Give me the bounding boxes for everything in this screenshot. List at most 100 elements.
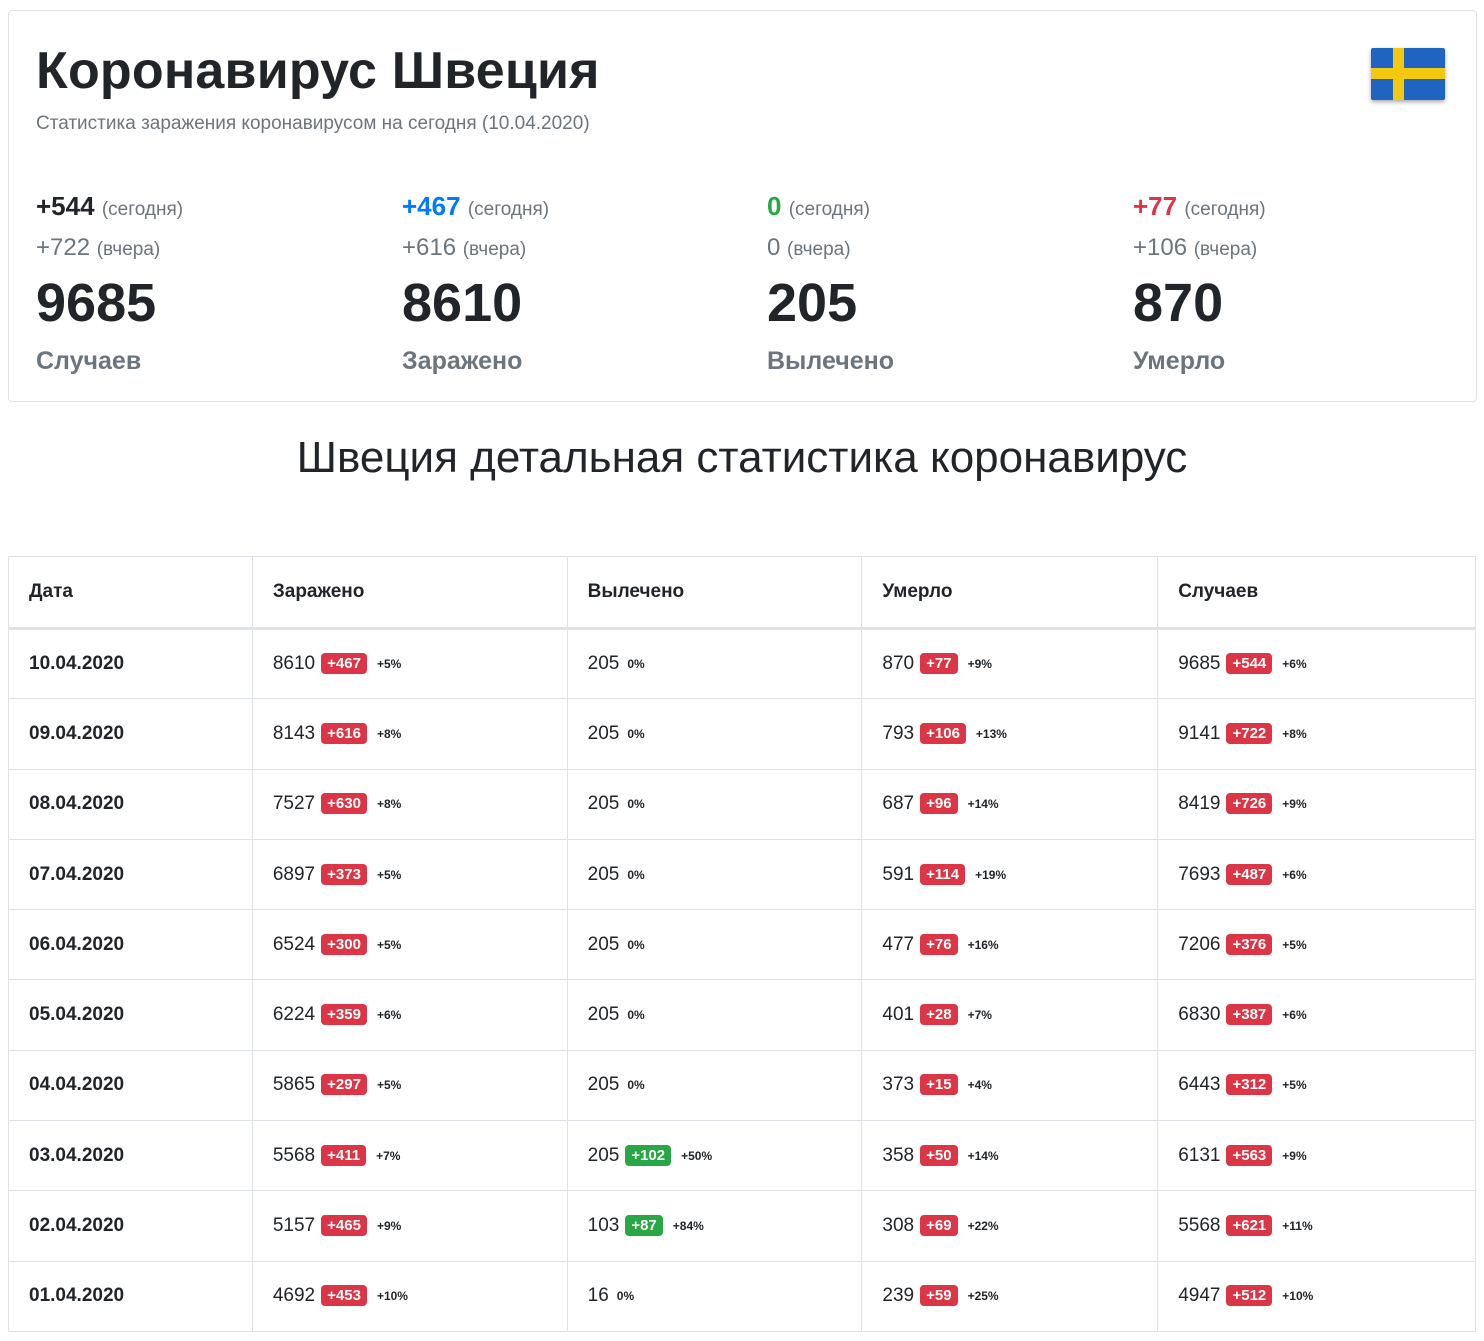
cell-value: 205: [587, 933, 620, 955]
cell-value: 205: [587, 1004, 620, 1026]
cell-value: 687: [882, 793, 915, 815]
stat-infected: +467 (сегодня) +616 (вчера) 8610 Заражен…: [402, 189, 762, 376]
cell-value: 6224: [272, 1004, 316, 1026]
cell-cases: 9141 +722 +8%: [1157, 698, 1476, 770]
table-row: 03.04.2020 5568 +411 +7% 205 +102 +50% 358 +50 +1…: [8, 1120, 1476, 1192]
delta-badge: +722: [1226, 722, 1273, 744]
stat-label: Заражено: [402, 347, 523, 375]
delta-badge: +359: [321, 1004, 367, 1026]
cell-cases: 7206 +376 +5%: [1157, 909, 1476, 981]
delta-badge: +15: [920, 1074, 958, 1096]
delta-badge: +544: [1226, 653, 1273, 675]
table-row: 10.04.2020 8610 +467 +5% 205 0% 870 +77 +9% 9685 +…: [8, 627, 1476, 700]
stat-cases: +544 (сегодня) +722 (вчера) 9685 Случаев: [36, 189, 396, 376]
percent-change: +4%: [967, 1078, 992, 1093]
cell-infected: 6524 +300 +5%: [251, 909, 568, 981]
stat-total: 9685: [36, 273, 157, 333]
percent-change: +8%: [376, 726, 402, 741]
cell-recovered: 103 +87 +84%: [566, 1190, 863, 1262]
sweden-flag-icon: [1371, 48, 1445, 100]
stat-today-label: (сегодня): [467, 199, 550, 220]
stat-yesterday-label: (вчера): [787, 239, 851, 260]
cell-value: 373: [882, 1074, 915, 1096]
cell-value: 16: [587, 1285, 609, 1307]
percent-change: +8%: [1282, 726, 1307, 741]
section-title: Швеция детальная статистика коронавирус: [296, 433, 1188, 482]
stat-today-label: (сегодня): [1184, 199, 1266, 220]
stat-died: +77 (сегодня) +106 (вчера) 870 Умерло: [1133, 189, 1484, 376]
stat-yesterday-value: +106: [1133, 234, 1188, 261]
col-header-died: Умерло: [861, 556, 1159, 630]
percent-change: +7%: [967, 1008, 992, 1023]
col-header-date: Дата: [8, 556, 253, 630]
percent-change: +19%: [975, 867, 1007, 882]
percent-change: +7%: [376, 1148, 401, 1163]
cell-infected: 7527 +630 +8%: [251, 768, 568, 840]
table-row: 06.04.2020 6524 +300 +5% 205 0% 477 +76 +16% 7206…: [8, 909, 1476, 981]
percent-change: +13%: [975, 726, 1007, 741]
delta-badge: +616: [321, 722, 367, 744]
cell-died: 308 +69 +22%: [861, 1190, 1159, 1262]
cell-died: 358 +50 +14%: [861, 1120, 1159, 1192]
percent-change: +16%: [967, 937, 999, 952]
cell-infected: 8143 +616 +8%: [251, 698, 568, 770]
cell-died: 870 +77 +9%: [861, 627, 1159, 700]
cell-died: 687 +96 +14%: [861, 768, 1159, 840]
col-header-recovered: Вылечено: [566, 556, 863, 630]
stat-today-label: (сегодня): [788, 199, 870, 220]
cell-value: 6830: [1178, 1004, 1221, 1026]
cell-recovered: 205 0%: [566, 838, 863, 911]
stat-today-value: +467: [402, 191, 461, 221]
page-title: Коронавирус Швеция: [36, 42, 600, 100]
cell-value: 205: [587, 653, 620, 675]
stat-total: 205: [767, 273, 858, 333]
delta-badge: +50: [920, 1144, 958, 1166]
delta-badge: +453: [321, 1285, 367, 1307]
table-row: 04.04.2020 5865 +297 +5% 205 0% 373 +15 +4% 6443 +…: [8, 1049, 1476, 1122]
stat-today-value: 0: [767, 191, 782, 221]
percent-change: +25%: [967, 1289, 999, 1304]
percent-change: +5%: [376, 867, 402, 882]
cell-value: 8610: [272, 653, 316, 675]
cell-value: 205: [587, 1144, 620, 1166]
percent-change: +22%: [967, 1219, 999, 1234]
cell-value: 9141: [1178, 722, 1221, 744]
stat-yesterday-value: 0: [767, 234, 781, 261]
table-row: 09.04.2020 8143 +616 +8% 205 0% 793 +106 +13% 914…: [8, 698, 1476, 770]
cell-died: 477 +76 +16%: [861, 909, 1159, 981]
cell-value: 6443: [1178, 1074, 1221, 1096]
cell-value: 239: [882, 1285, 915, 1307]
cell-date: 08.04.2020: [8, 768, 253, 840]
cell-value: 4692: [272, 1285, 316, 1307]
cell-infected: 6224 +359 +6%: [251, 979, 568, 1051]
cell-value: 8143: [272, 722, 316, 744]
cell-value: 9685: [1178, 653, 1221, 675]
delta-badge: +87: [625, 1215, 663, 1237]
cell-recovered: 205 0%: [566, 768, 863, 840]
percent-change: +10%: [1282, 1289, 1314, 1304]
delta-badge: +376: [1226, 933, 1273, 955]
cell-infected: 4692 +453 +10%: [251, 1260, 568, 1332]
stat-label: Умерло: [1133, 347, 1226, 375]
cell-value: 401: [882, 1004, 915, 1026]
cell-value: 5568: [272, 1144, 316, 1166]
percent-change: 0%: [627, 937, 645, 952]
delta-badge: +467: [321, 653, 367, 675]
stat-label: Вылечено: [767, 347, 895, 375]
percent-change: 0%: [627, 867, 645, 882]
percent-change: 0%: [627, 1078, 645, 1093]
cell-cases: 8419 +726 +9%: [1157, 768, 1476, 840]
cell-value: 7527: [272, 793, 316, 815]
stat-recovered: 0 (сегодня) 0 (вчера) 205 Вылечено: [767, 189, 1127, 376]
cell-value: 205: [587, 1074, 620, 1096]
cell-value: 870: [882, 653, 915, 675]
cell-date: 01.04.2020: [8, 1260, 253, 1332]
cell-recovered: 16 0%: [566, 1260, 863, 1332]
cell-value: 308: [882, 1215, 915, 1237]
cell-recovered: 205 0%: [566, 1049, 863, 1122]
cell-infected: 5865 +297 +5%: [251, 1049, 568, 1122]
percent-change: +5%: [376, 937, 402, 952]
col-header-infected: Заражено: [251, 556, 568, 630]
cell-value: 205: [587, 863, 620, 885]
stat-today-label: (сегодня): [101, 199, 184, 220]
